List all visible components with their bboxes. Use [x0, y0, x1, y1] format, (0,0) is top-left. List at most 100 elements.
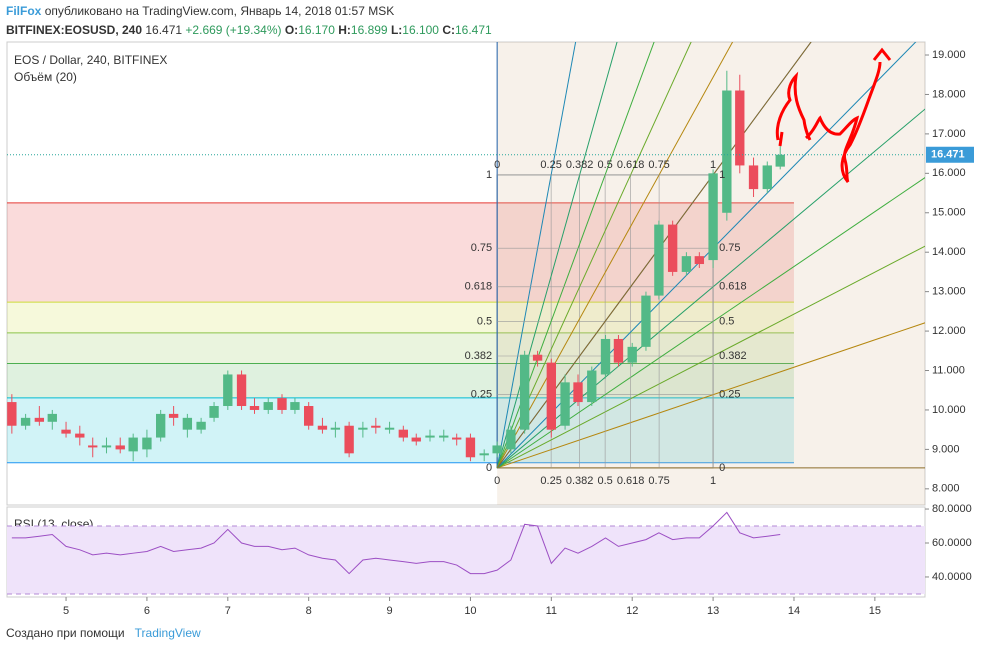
candle-body — [465, 437, 476, 458]
candle-body — [384, 427, 395, 430]
gann-label-top: 0 — [494, 159, 500, 171]
change: +2.669 (+19.34%) — [185, 23, 282, 37]
last-price-box — [926, 146, 974, 163]
fib-band — [7, 302, 794, 333]
y-tick-label: 8.000 — [932, 483, 960, 495]
gann-label-left: 0.5 — [477, 315, 492, 327]
candle-body — [88, 445, 98, 448]
chart: 0 0000.25 0.250.250.250.382 0.3820.3820.382… — [6, 41, 974, 617]
o-value: 16.170 — [298, 23, 335, 37]
last: 16.471 — [145, 23, 183, 37]
footer: Создано при помощи TradingView — [6, 626, 201, 640]
candle-body — [708, 173, 718, 261]
candle-body — [560, 382, 570, 426]
footer-text: Создано при помощи — [6, 626, 125, 640]
gann-label-right: 0.75 — [719, 242, 740, 254]
candle-body — [128, 437, 138, 452]
candle-body — [155, 413, 166, 438]
candle-body — [775, 154, 785, 167]
gann-label-bottom: 0.25 — [540, 475, 561, 487]
o-label: O: — [284, 23, 299, 37]
candle-body — [546, 362, 557, 430]
candle-body — [506, 429, 516, 450]
gann-label-top: 0.382 — [566, 159, 594, 171]
gann-label-left: 0 — [486, 462, 492, 474]
y-tick-label: 12.000 — [932, 325, 966, 337]
symbol: BITFINEX:EOSUSD, 240 — [6, 23, 143, 37]
x-tick-label: 10 — [464, 605, 476, 617]
gann-label-left: 1 — [486, 169, 492, 181]
gann-box-bg — [497, 42, 925, 505]
x-tick-label: 6 — [144, 605, 150, 617]
candle-body — [452, 437, 462, 440]
candle-body — [196, 421, 206, 430]
rsi-line — [11, 511, 781, 575]
h-label: H: — [338, 23, 351, 37]
footer-brand[interactable]: TradingView — [134, 626, 201, 640]
candle-body — [75, 433, 85, 438]
gann-label-left: 0.618 — [465, 281, 493, 293]
y-tick-label: 19.000 — [932, 49, 966, 61]
candle-body — [209, 406, 219, 418]
legend-title: EOS / Dollar, 240, BITFINEX — [14, 53, 167, 67]
gann-label-top: 0.618 — [617, 159, 645, 171]
candle-body — [115, 445, 125, 450]
candle-body — [748, 165, 759, 190]
last-price-label: 16.471 — [931, 149, 965, 161]
gann-label-right: 0.5 — [719, 315, 734, 327]
gann-label-top: 0.25 — [540, 159, 561, 171]
candle-body — [654, 224, 664, 296]
fib-band — [7, 332, 794, 364]
candle-body — [20, 417, 31, 426]
gann-label-right: 0.25 — [719, 389, 740, 401]
x-tick-label: 11 — [546, 605, 557, 617]
candle-body — [762, 165, 772, 190]
gann-label-top: 1 — [710, 159, 716, 171]
gann-label-right: 0.382 — [719, 350, 747, 362]
candle-body — [317, 425, 328, 430]
author: FilFox — [6, 4, 42, 18]
gann-label-top: 0.5 — [597, 159, 612, 171]
candle-body — [223, 374, 233, 407]
fib-band — [7, 363, 794, 398]
candle-body — [7, 402, 17, 426]
candle-body — [47, 413, 57, 422]
y-tick-label: 9.000 — [932, 443, 960, 455]
rsi-band — [7, 526, 925, 594]
candle-body — [425, 435, 435, 438]
gann-label-bottom: 1 — [710, 475, 716, 487]
published: опубликовано на TradingView.com, Январь … — [44, 4, 395, 18]
candle-body — [304, 406, 314, 426]
candle-body — [613, 338, 624, 363]
y-tick-label: 18.000 — [932, 88, 966, 100]
candle-body — [371, 425, 381, 428]
gann-label-right: 0.618 — [719, 281, 747, 293]
x-tick-label: 9 — [387, 605, 393, 617]
candle-body — [330, 427, 341, 430]
x-tick-label: 7 — [225, 605, 231, 617]
candle-body — [358, 427, 368, 430]
candle-body — [641, 295, 651, 347]
x-tick-label: 14 — [788, 605, 800, 617]
rsi-y-tick-label: 40.0000 — [932, 571, 972, 583]
candle-body — [411, 437, 421, 442]
candle-body — [532, 354, 543, 361]
y-tick-label: 17.000 — [932, 128, 966, 140]
candle-body — [694, 256, 705, 265]
h-value: 16.899 — [350, 23, 388, 37]
y-tick-label: 14.000 — [932, 246, 966, 258]
candle-body — [263, 402, 273, 410]
candle-body — [681, 256, 692, 272]
candle-body — [168, 413, 179, 418]
candle-body — [182, 417, 193, 430]
candle-body — [722, 90, 732, 213]
y-tick-label: 10.000 — [932, 404, 966, 416]
candle-body — [439, 435, 449, 438]
candle-body — [573, 382, 583, 403]
candle-body — [667, 224, 678, 272]
candle-body — [627, 346, 637, 363]
l-label: L: — [390, 23, 403, 37]
gann-label-left: 0.25 — [471, 389, 492, 401]
gann-label-bottom: 0.75 — [648, 475, 669, 487]
